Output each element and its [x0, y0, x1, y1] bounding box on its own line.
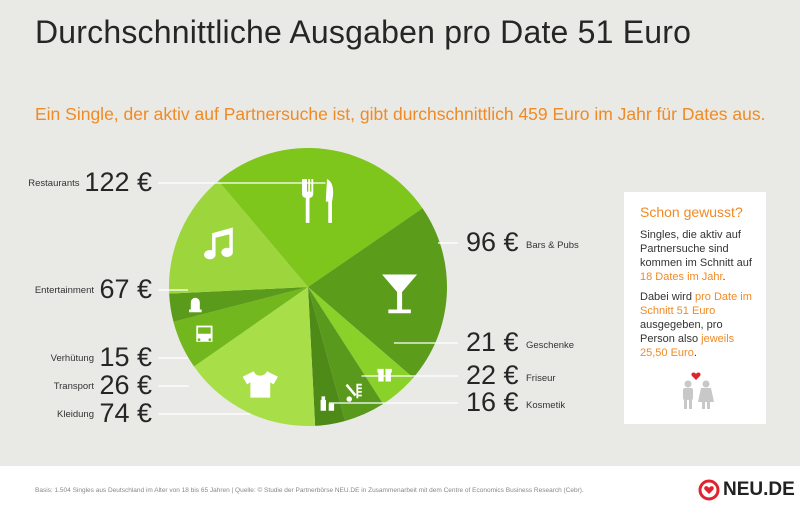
condom-icon: [189, 297, 202, 313]
info-text: .: [722, 271, 726, 283]
slice-name-label: Kosmetik: [526, 400, 566, 411]
pie-slice-verh-tung: [169, 287, 308, 322]
info-highlight: jeweils 25,50 Euro: [640, 333, 735, 359]
gift-icon: [377, 368, 392, 382]
tshirt-icon: [242, 371, 278, 398]
fork-knife-icon: [302, 179, 334, 223]
slice-value-label: 67 €: [99, 274, 152, 304]
slice-value-label: 122 €: [84, 167, 152, 197]
info-box: Schon gewusst? Singles, die aktiv auf Pa…: [624, 192, 766, 424]
heart-logo-icon: [698, 479, 720, 501]
info-highlight: pro Date im Schnitt 51 Euro: [640, 291, 752, 317]
info-text: Dabei wird: [640, 291, 696, 303]
slice-name-label: Verhütung: [50, 353, 94, 364]
logo-text: NEU.DE: [723, 479, 795, 500]
slice-value-label: 15 €: [99, 342, 152, 372]
pie-slice-kleidung: [193, 287, 316, 426]
info-title: Schon gewusst?: [640, 204, 743, 220]
footer: Basis: 1.504 Singles aus Deutschland im …: [0, 466, 800, 514]
pie-slice-bars-pubs: [308, 208, 448, 378]
slice-name-label: Entertainment: [34, 285, 94, 296]
slice-value-label: 16 €: [466, 387, 519, 417]
info-highlight: 18 Dates im Jahr: [640, 271, 723, 283]
couple-heart-icon: [683, 372, 714, 409]
slice-value-label: 96 €: [466, 227, 519, 257]
slice-name-label: Geschenke: [526, 340, 575, 351]
pie-slice-friseur: [308, 287, 384, 421]
slice-value-label: 74 €: [99, 398, 152, 428]
info-paragraph-2: Dabei wird pro Date im Schnitt 51 Euro a…: [640, 290, 754, 360]
page-subtitle: Ein Single, der aktiv auf Partnersuche i…: [35, 104, 766, 124]
slice-value-label: 26 €: [99, 370, 152, 400]
info-paragraph-1: Singles, die aktiv auf Partnersuche sind…: [640, 228, 754, 284]
pie-slice-kosmetik: [308, 287, 346, 426]
page-title: Durchschnittliche Ausgaben pro Date 51 E…: [35, 14, 692, 50]
music-note-icon: [204, 227, 233, 260]
pie-slice-entertainment: [169, 180, 308, 294]
slice-name-label: Friseur: [526, 373, 556, 384]
scissors-comb-icon: [345, 383, 362, 402]
slice-name-label: Kleidung: [57, 409, 94, 420]
pie-chart: [158, 148, 458, 426]
info-text: ausgegeben, pro Person also: [640, 319, 723, 345]
bus-icon: [196, 325, 213, 342]
slice-name-label: Restaurants: [28, 178, 80, 189]
info-text: Singles, die aktiv auf Partnersuche sind…: [640, 229, 752, 269]
cosmetics-icon: [320, 396, 335, 411]
slice-value-label: 21 €: [466, 327, 519, 357]
slice-value-label: 22 €: [466, 360, 519, 390]
slice-name-label: Bars & Pubs: [526, 240, 579, 251]
footnote: Basis: 1.504 Singles aus Deutschland im …: [35, 487, 584, 494]
cocktail-glass-icon: [382, 274, 418, 314]
slice-name-label: Transport: [53, 381, 94, 392]
info-text: .: [693, 347, 697, 359]
pie-slice-transport: [173, 287, 308, 367]
